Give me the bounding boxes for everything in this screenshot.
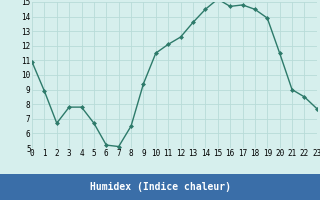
Text: Humidex (Indice chaleur): Humidex (Indice chaleur): [90, 182, 230, 192]
